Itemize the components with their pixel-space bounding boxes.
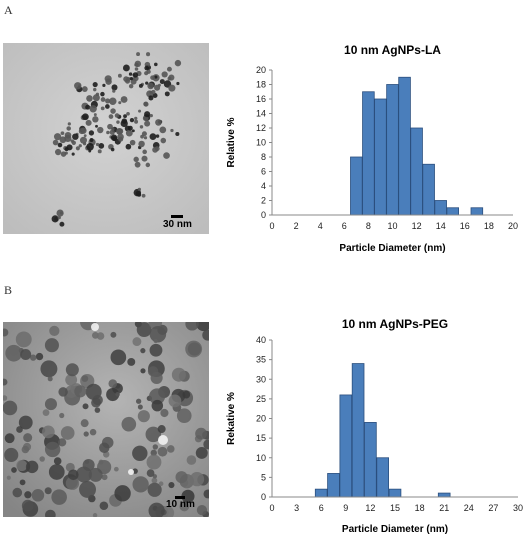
scale-label-a: 30 nm bbox=[163, 219, 192, 230]
x-tick-label: 12 bbox=[365, 503, 375, 513]
tem-image-b: 10 nm bbox=[3, 322, 209, 517]
histogram-bar bbox=[422, 163, 435, 216]
histogram-bar bbox=[437, 492, 451, 498]
chart-title: 10 nm AgNPs-LA bbox=[344, 43, 441, 57]
x-tick-label: 15 bbox=[390, 503, 400, 513]
histogram-bar bbox=[434, 200, 447, 216]
histogram-bar bbox=[362, 91, 375, 216]
histogram-bar bbox=[398, 76, 411, 216]
x-tick-label: 18 bbox=[484, 221, 494, 231]
x-tick-label: 10 bbox=[387, 221, 397, 231]
histogram-bar bbox=[351, 363, 365, 498]
histogram-bar bbox=[470, 207, 484, 216]
scale-bar-a bbox=[171, 215, 183, 218]
histogram-bar bbox=[374, 98, 387, 216]
x-tick-label: 2 bbox=[294, 221, 299, 231]
y-tick-label: 16 bbox=[256, 94, 266, 104]
y-tick-label: 20 bbox=[256, 414, 266, 424]
x-tick-label: 18 bbox=[415, 503, 425, 513]
y-tick-label: 5 bbox=[261, 472, 266, 482]
y-tick-label: 18 bbox=[256, 80, 266, 90]
y-tick-label: 10 bbox=[256, 453, 266, 463]
x-tick-label: 14 bbox=[436, 221, 446, 231]
y-tick-label: 0 bbox=[261, 492, 266, 502]
y-tick-label: 0 bbox=[261, 210, 266, 220]
x-tick-label: 24 bbox=[464, 503, 474, 513]
x-tick-label: 3 bbox=[294, 503, 299, 513]
y-tick-label: 8 bbox=[261, 152, 266, 162]
histogram-bar bbox=[376, 457, 390, 498]
x-tick-label: 20 bbox=[508, 221, 518, 231]
histogram-bar bbox=[388, 488, 402, 498]
x-tick-label: 16 bbox=[460, 221, 470, 231]
histogram-bar bbox=[410, 127, 423, 216]
y-tick-label: 25 bbox=[256, 394, 266, 404]
y-tick-label: 15 bbox=[256, 433, 266, 443]
scale-label-b: 10 nm bbox=[166, 499, 195, 510]
y-tick-label: 4 bbox=[261, 181, 266, 191]
x-tick-label: 6 bbox=[342, 221, 347, 231]
panel-letter-a: A bbox=[4, 3, 13, 17]
histogram-chart-a: 10 nm AgNPs-LA 0 2 4 6 8 10 12 14 16 18 20 0 2 4 6 8 10 12… bbox=[226, 43, 518, 254]
y-tick-label: 14 bbox=[256, 109, 266, 119]
y-axis-label: Rekative % bbox=[226, 392, 237, 445]
y-axis-label: Relative % bbox=[226, 117, 237, 167]
y-tick-label: 2 bbox=[261, 196, 266, 206]
tem-particles-b bbox=[3, 322, 209, 517]
histogram-bar bbox=[327, 473, 340, 498]
histogram-chart-b: 10 nm AgNPs-PEG 0 5 10 15 20 25 30 35 40 0 3 6 9 12 15 1… bbox=[226, 317, 523, 535]
y-tick-label: 12 bbox=[256, 123, 266, 133]
x-tick-label: 21 bbox=[439, 503, 449, 513]
histogram-bar bbox=[339, 394, 353, 498]
tem-image-a: 30 nm bbox=[3, 43, 209, 234]
y-tick-label: 40 bbox=[256, 335, 266, 345]
histogram-bar bbox=[314, 488, 328, 498]
histogram-bar bbox=[446, 207, 459, 216]
x-tick-label: 12 bbox=[412, 221, 422, 231]
x-tick-label: 9 bbox=[343, 503, 348, 513]
x-tick-label: 0 bbox=[269, 221, 274, 231]
y-tick-label: 6 bbox=[261, 167, 266, 177]
histogram-bar bbox=[386, 84, 399, 216]
chart-title: 10 nm AgNPs-PEG bbox=[342, 317, 448, 331]
y-tick-label: 35 bbox=[256, 355, 266, 365]
y-tick-label: 30 bbox=[256, 374, 266, 384]
histogram-bar bbox=[350, 156, 363, 216]
panel-letter-b: B bbox=[4, 283, 13, 297]
x-axis-label: Particle Diameter (nm) bbox=[342, 524, 448, 535]
scale-bar-b bbox=[175, 496, 185, 499]
y-tick-label: 20 bbox=[256, 65, 266, 75]
x-tick-label: 4 bbox=[318, 221, 323, 231]
x-tick-label: 8 bbox=[366, 221, 371, 231]
y-tick-label: 10 bbox=[256, 138, 266, 148]
x-tick-label: 6 bbox=[319, 503, 324, 513]
x-tick-label: 27 bbox=[488, 503, 498, 513]
x-axis-label: Particle Diameter (nm) bbox=[339, 243, 445, 254]
x-tick-label: 0 bbox=[269, 503, 274, 513]
histogram-bar bbox=[364, 422, 377, 498]
tem-particles-a bbox=[3, 43, 209, 234]
x-tick-label: 30 bbox=[513, 503, 523, 513]
